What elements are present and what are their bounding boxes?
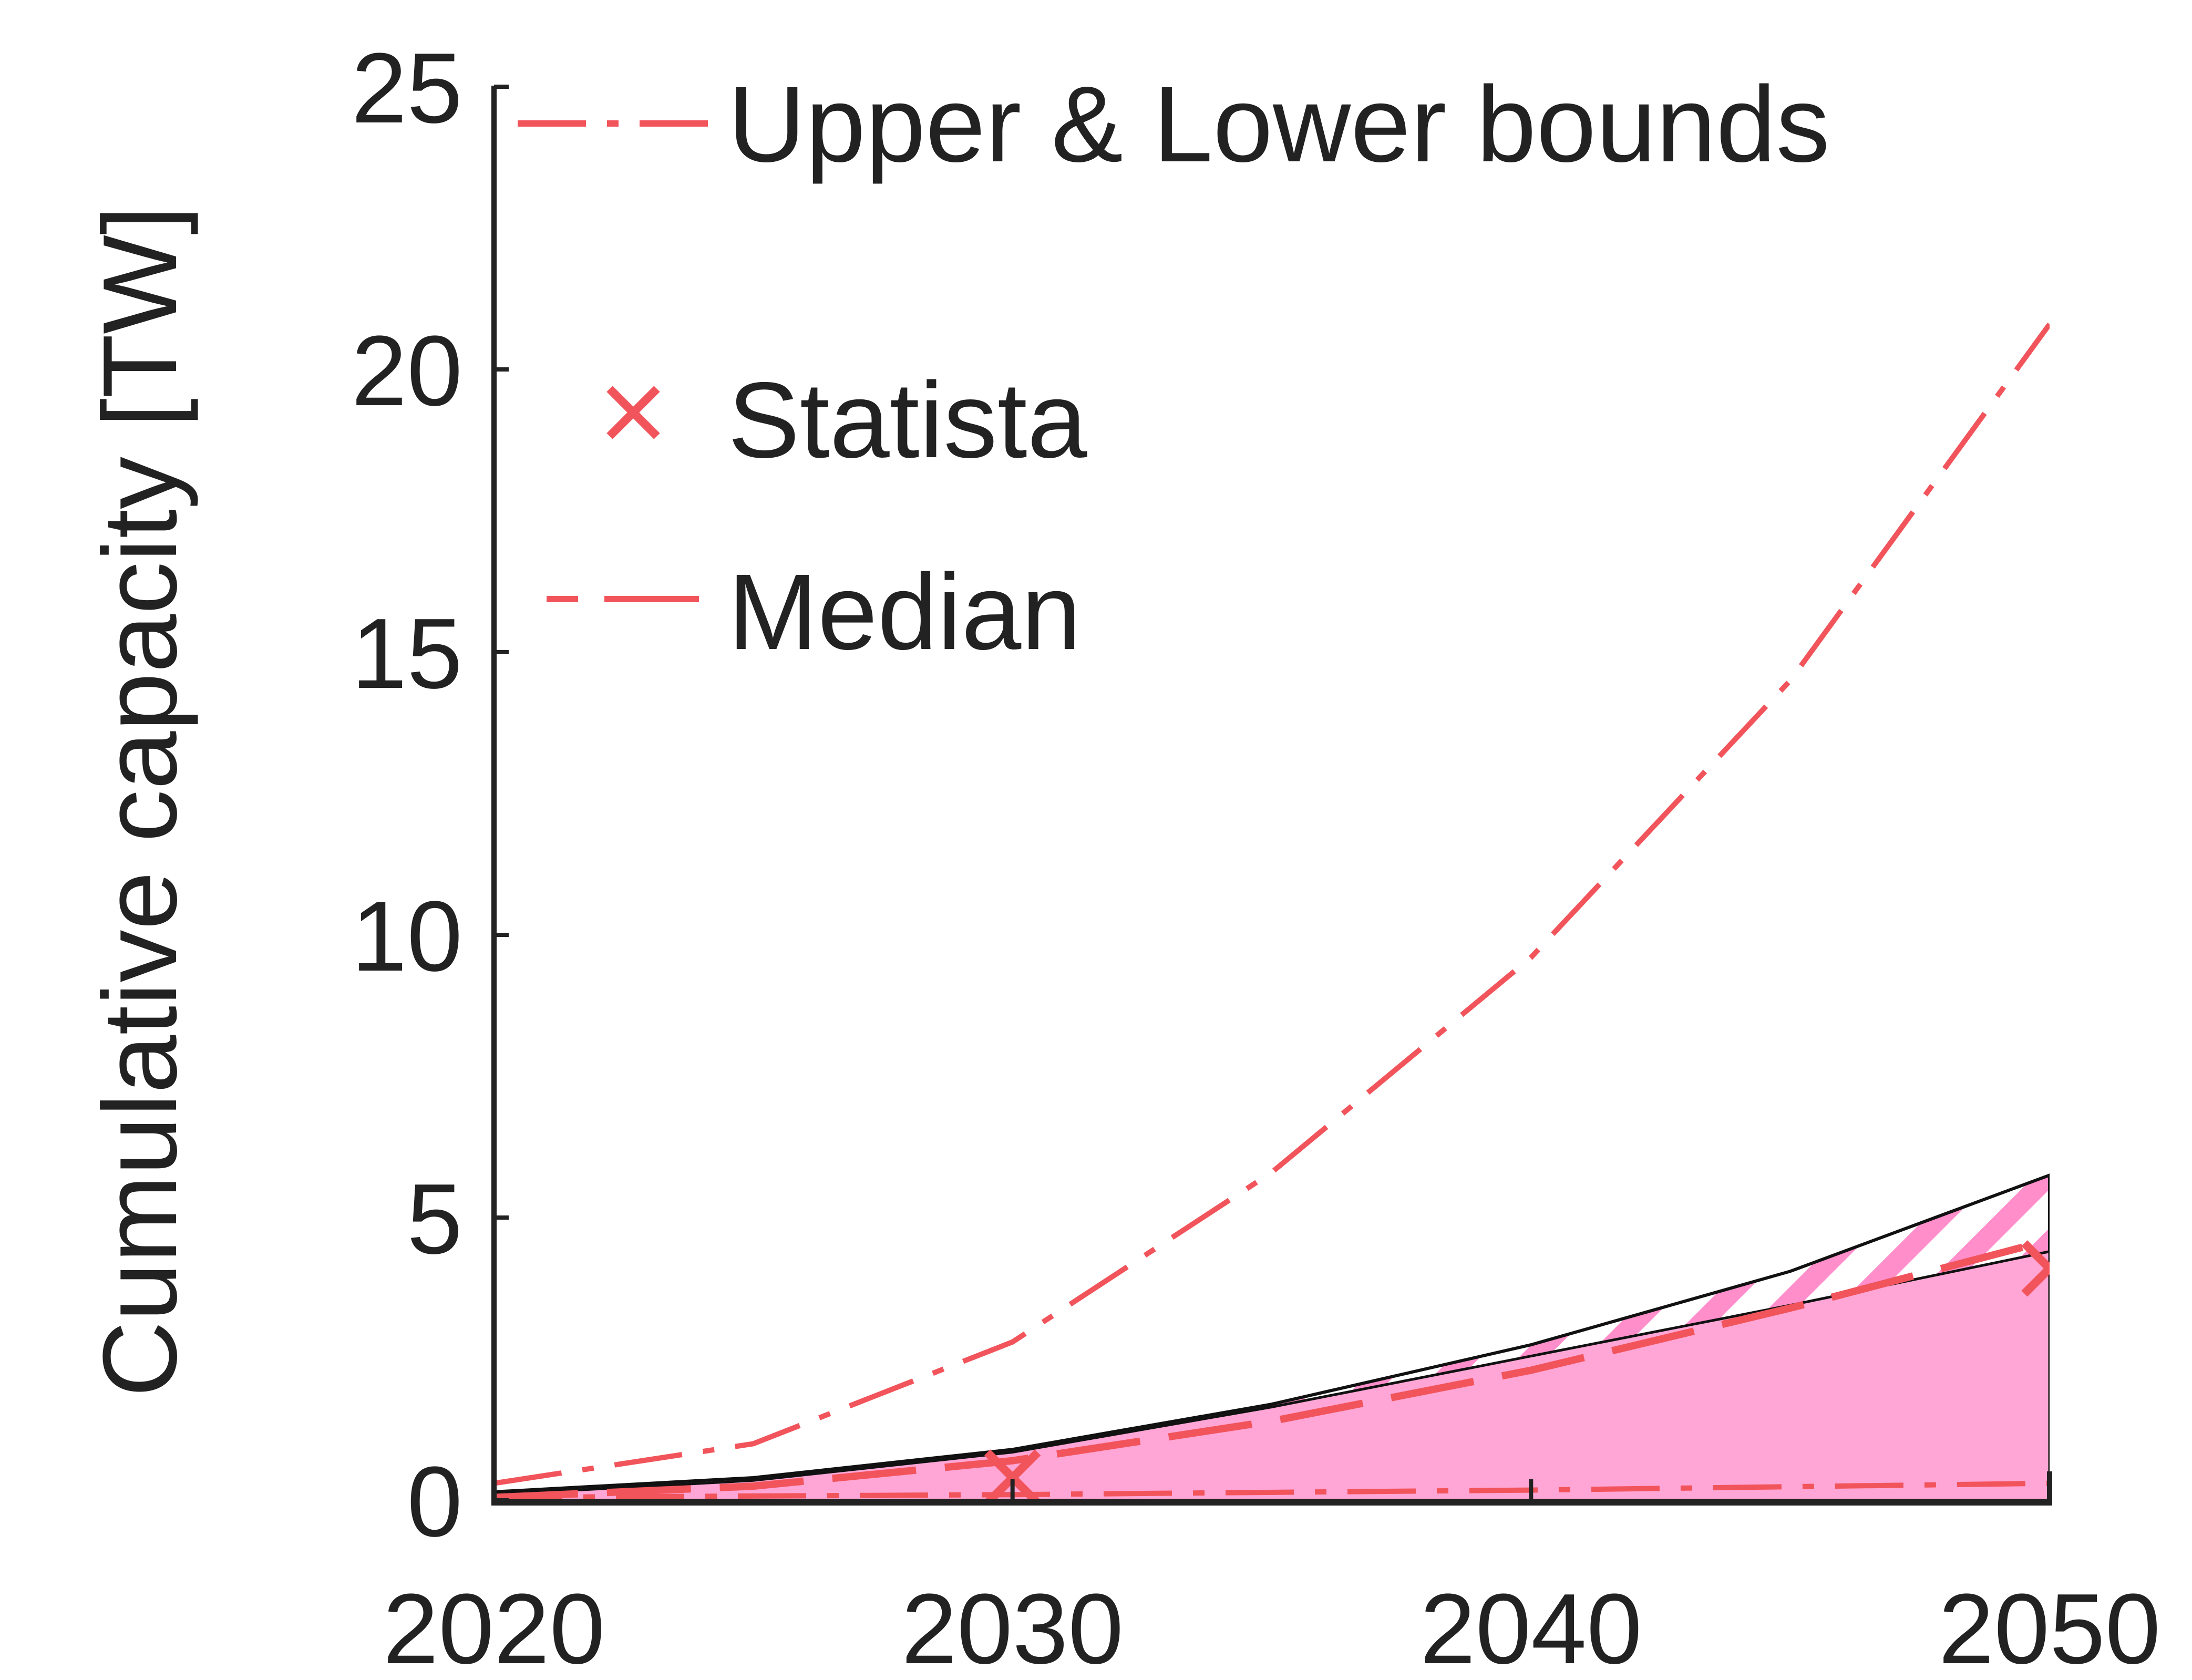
legend-item-statista: Statista [606,360,1088,480]
legend-label-bounds: Upper & Lower bounds [728,64,1830,184]
y-tick-label: 25 [352,33,462,144]
plot-area [494,322,2050,1503]
y-tick-label: 15 [352,598,462,709]
statista-point [984,1449,1041,1503]
legend-swatch-statista [606,386,660,439]
x-tick-label: 2050 [1939,1573,2161,1680]
series-4-area [494,1250,2050,1502]
y-tick-label: 10 [352,881,462,992]
statista-point [2021,1240,2050,1297]
legend-label-statista: Statista [728,360,1088,480]
legend: Upper & Lower bounds Statista Median [518,64,1830,672]
legend-item-median: Median [547,552,1081,672]
y-tick-label: 0 [407,1446,462,1558]
x-tick-label: 2040 [1420,1573,1642,1680]
axes [491,85,2052,1506]
x-tick-label: 2020 [383,1573,605,1680]
series-3-line [494,1236,2050,1501]
tick-labels: 0 5 10 15 20 25 2020 2030 2040 2050 [352,33,2161,1680]
legend-item-bounds: Upper & Lower bounds [518,64,1830,184]
y-axis-label: Cumulative capacity [TW] [81,205,199,1397]
y-tick-label: 20 [352,315,462,427]
series-1-line [494,1480,2050,1500]
series-0-line [494,322,2050,1486]
legend-label-median: Median [728,552,1081,672]
x-tick-label: 2030 [901,1573,1124,1680]
y-tick-label: 5 [407,1163,462,1275]
